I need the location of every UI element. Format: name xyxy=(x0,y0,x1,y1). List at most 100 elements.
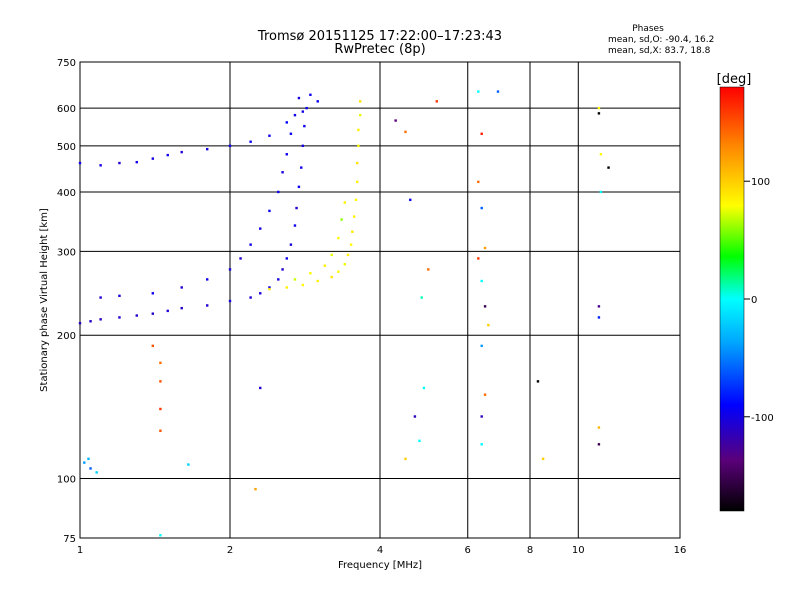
echo-point xyxy=(205,304,209,307)
echo-point xyxy=(87,457,90,461)
echo-point xyxy=(599,153,603,156)
stats-heading: Phases xyxy=(632,24,664,34)
echo-point xyxy=(607,166,610,169)
echo-point xyxy=(118,161,121,165)
colorbar-tick-label: 0 xyxy=(751,295,757,306)
echo-point xyxy=(151,292,155,295)
echo-point xyxy=(330,275,333,279)
x-tick-label: 4 xyxy=(377,545,383,556)
echo-point xyxy=(95,471,98,474)
echo-point xyxy=(354,198,358,202)
echo-point xyxy=(135,314,138,317)
colorbar-ticks: 100 0 -100 xyxy=(744,177,774,424)
echo-point xyxy=(337,236,340,240)
x-tick-label: 8 xyxy=(527,545,533,556)
echo-point xyxy=(480,132,483,135)
echo-point xyxy=(89,467,92,470)
echo-point xyxy=(289,132,293,135)
echo-point xyxy=(78,321,82,325)
echo-point xyxy=(323,264,327,267)
echo-point xyxy=(277,190,280,194)
echo-point xyxy=(268,209,271,213)
echo-point xyxy=(480,415,483,418)
echo-point xyxy=(343,263,347,266)
axis-ticks: 1 2 4 6 8 10 16 75 100 200 300 400 500 600 750 xyxy=(57,58,686,556)
echo-point xyxy=(343,201,347,204)
echo-point xyxy=(228,144,232,148)
y-tick-label: 750 xyxy=(57,58,76,69)
y-tick-label: 200 xyxy=(57,331,76,342)
colorbar xyxy=(719,86,745,512)
echo-point xyxy=(316,279,319,283)
echo-point xyxy=(268,134,271,137)
echo-point xyxy=(118,294,121,298)
echo-point xyxy=(228,299,232,303)
echo-point xyxy=(285,153,288,156)
echo-point xyxy=(413,415,417,418)
echo-point xyxy=(480,279,483,283)
echo-point xyxy=(483,393,487,396)
colorbar-tick-label: 100 xyxy=(751,177,770,188)
echo-point xyxy=(394,119,397,122)
echo-point xyxy=(159,380,162,383)
echo-point xyxy=(597,305,601,308)
echo-point xyxy=(135,160,138,164)
echo-point xyxy=(597,426,601,429)
echo-point xyxy=(541,457,545,461)
echo-point xyxy=(351,230,354,233)
echo-point xyxy=(349,243,353,246)
echo-point xyxy=(249,243,252,246)
echo-point xyxy=(159,534,162,537)
echo-point xyxy=(340,218,343,221)
echo-point xyxy=(281,171,284,174)
echo-point xyxy=(358,113,362,117)
y-tick-label: 75 xyxy=(63,534,76,545)
echo-point xyxy=(330,253,333,257)
echo-point xyxy=(180,306,183,310)
echo-point xyxy=(303,124,306,128)
echo-point xyxy=(483,246,487,250)
echo-point xyxy=(477,90,480,93)
echo-point xyxy=(599,190,603,194)
echo-point xyxy=(300,166,303,169)
echo-point xyxy=(477,257,480,260)
echo-point xyxy=(355,161,359,165)
echo-point xyxy=(404,130,407,134)
echo-point xyxy=(337,270,340,273)
echo-point xyxy=(159,429,162,432)
echo-point xyxy=(480,206,483,210)
echo-point xyxy=(409,198,412,202)
echo-point xyxy=(483,305,487,308)
y-tick-label: 400 xyxy=(57,188,76,199)
echo-point xyxy=(166,153,169,157)
echo-point xyxy=(477,180,480,184)
echo-point xyxy=(285,121,288,124)
echo-point xyxy=(427,268,430,271)
y-axis-label: Stationary phase Virtual Height [km] xyxy=(39,208,50,392)
echo-point xyxy=(259,292,262,295)
echo-point xyxy=(268,286,271,289)
echo-point xyxy=(277,278,280,281)
echo-point xyxy=(187,463,190,466)
echo-point xyxy=(166,309,169,313)
echo-point xyxy=(597,316,601,319)
echo-point xyxy=(422,386,426,390)
echo-point xyxy=(418,439,421,443)
echo-point xyxy=(99,164,102,167)
echo-point xyxy=(301,144,305,148)
echo-point xyxy=(355,180,359,184)
echo-point xyxy=(151,157,155,160)
echo-point xyxy=(480,443,483,446)
echo-point xyxy=(159,361,162,365)
echo-point xyxy=(285,257,288,260)
echo-point xyxy=(78,161,82,165)
echo-point xyxy=(205,278,209,281)
echo-point xyxy=(435,100,438,103)
echo-point xyxy=(293,224,297,227)
echo-point xyxy=(249,296,252,299)
echo-point xyxy=(536,380,540,383)
echo-point xyxy=(259,386,262,390)
echo-point xyxy=(180,150,183,154)
echo-point xyxy=(357,128,360,132)
x-tick-label: 2 xyxy=(227,545,233,556)
